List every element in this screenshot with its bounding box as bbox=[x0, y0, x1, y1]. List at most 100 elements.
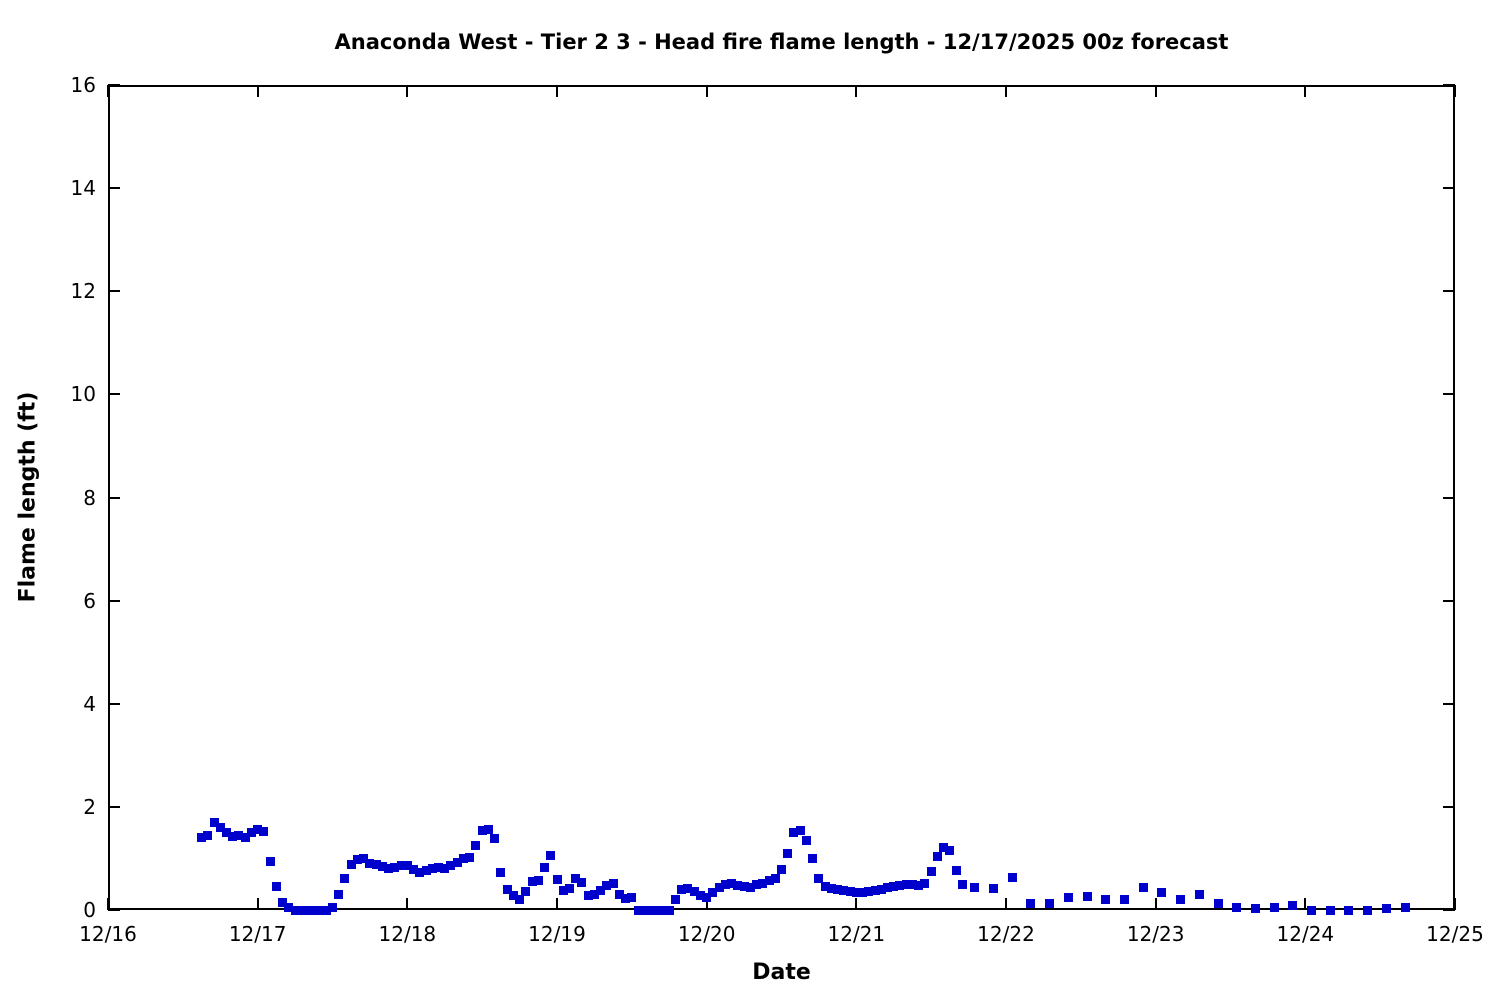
data-point bbox=[215, 823, 225, 832]
data-point bbox=[290, 905, 300, 915]
x-tick-mark-top bbox=[1005, 85, 1007, 97]
y-tick-mark-right bbox=[1443, 909, 1455, 911]
data-point bbox=[427, 864, 437, 874]
data-point bbox=[1213, 898, 1223, 908]
data-point bbox=[621, 893, 631, 903]
data-point bbox=[702, 892, 712, 902]
data-point bbox=[801, 835, 811, 845]
y-tick-mark-right bbox=[1443, 805, 1455, 808]
data-point bbox=[826, 884, 836, 894]
y-tick-mark-right bbox=[1443, 84, 1455, 86]
data-point bbox=[1026, 899, 1036, 909]
x-tick-mark bbox=[556, 898, 558, 910]
plot-area bbox=[108, 85, 1455, 910]
data-point bbox=[695, 890, 705, 900]
data-point bbox=[789, 828, 799, 838]
y-tick-mark bbox=[108, 290, 120, 293]
data-point bbox=[527, 876, 537, 886]
y-tick-label: 8 bbox=[83, 485, 96, 510]
x-tick-mark bbox=[1304, 898, 1307, 910]
x-tick-mark bbox=[256, 898, 259, 910]
data-point bbox=[795, 825, 805, 835]
data-point bbox=[1363, 905, 1373, 915]
data-point bbox=[883, 883, 892, 893]
data-point bbox=[246, 828, 256, 838]
x-tick-mark-top bbox=[1304, 85, 1307, 97]
data-point bbox=[639, 905, 649, 915]
y-tick-mark-right bbox=[1443, 393, 1455, 396]
y-tick-mark bbox=[108, 805, 120, 808]
data-point bbox=[502, 885, 512, 895]
data-point bbox=[271, 882, 281, 892]
data-point bbox=[920, 878, 930, 888]
y-tick-mark-right bbox=[1443, 187, 1455, 190]
data-point bbox=[1381, 904, 1391, 914]
x-tick-label: 12/16 bbox=[79, 922, 137, 946]
data-point bbox=[733, 881, 743, 891]
data-point bbox=[614, 889, 624, 899]
data-point bbox=[471, 840, 481, 850]
data-point bbox=[533, 875, 543, 885]
data-point bbox=[858, 888, 868, 898]
data-point bbox=[558, 886, 568, 896]
x-tick-label: 12/25 bbox=[1426, 922, 1484, 946]
y-tick-mark-right bbox=[1443, 290, 1455, 293]
data-point bbox=[234, 830, 244, 840]
data-point bbox=[303, 905, 313, 915]
data-point bbox=[278, 897, 288, 907]
data-point bbox=[1082, 891, 1092, 901]
y-tick-mark bbox=[108, 909, 120, 911]
data-point bbox=[552, 874, 562, 884]
data-point bbox=[284, 902, 294, 912]
data-point bbox=[876, 885, 886, 895]
data-point bbox=[814, 873, 824, 883]
x-tick-label: 12/23 bbox=[1126, 922, 1185, 946]
data-point bbox=[851, 888, 861, 898]
data-point bbox=[452, 857, 462, 867]
data-point bbox=[689, 887, 699, 897]
data-point bbox=[589, 889, 599, 899]
y-tick-label: 2 bbox=[83, 794, 96, 819]
data-point bbox=[515, 894, 525, 904]
data-point bbox=[957, 880, 967, 890]
data-point bbox=[970, 883, 980, 893]
y-tick-mark-right bbox=[1443, 496, 1455, 499]
x-tick-mark-top bbox=[855, 85, 858, 97]
data-point bbox=[670, 895, 680, 905]
x-tick-label: 12/24 bbox=[1276, 922, 1335, 946]
data-point bbox=[845, 887, 855, 897]
data-point bbox=[1194, 889, 1204, 899]
x-tick-mark bbox=[705, 898, 708, 910]
y-tick-mark-right bbox=[1443, 599, 1455, 602]
data-point bbox=[384, 864, 394, 874]
data-point bbox=[1307, 905, 1317, 915]
data-point bbox=[309, 905, 319, 915]
y-tick-mark-right bbox=[1443, 702, 1455, 705]
data-point bbox=[321, 905, 331, 915]
data-point bbox=[820, 882, 830, 892]
data-point bbox=[434, 863, 443, 873]
y-tick-mark bbox=[108, 599, 120, 602]
data-point bbox=[1325, 905, 1335, 915]
y-tick-label: 0 bbox=[83, 898, 96, 922]
data-point bbox=[745, 883, 755, 893]
data-point bbox=[583, 890, 593, 900]
y-axis-label: Flame length (ft) bbox=[15, 391, 41, 603]
data-point bbox=[677, 885, 687, 895]
data-point bbox=[396, 860, 406, 870]
data-point bbox=[477, 826, 487, 836]
x-tick-mark bbox=[855, 898, 858, 910]
data-point bbox=[932, 852, 942, 862]
data-point bbox=[683, 884, 693, 894]
data-point bbox=[390, 863, 400, 873]
data-point bbox=[1007, 873, 1017, 883]
data-point bbox=[833, 885, 843, 895]
data-point bbox=[914, 881, 924, 891]
x-tick-mark-top bbox=[1154, 85, 1157, 97]
data-point bbox=[352, 855, 362, 865]
data-point bbox=[889, 882, 899, 892]
data-point bbox=[664, 905, 674, 915]
data-point bbox=[727, 878, 737, 888]
data-point bbox=[939, 842, 949, 852]
data-point bbox=[1063, 892, 1073, 902]
